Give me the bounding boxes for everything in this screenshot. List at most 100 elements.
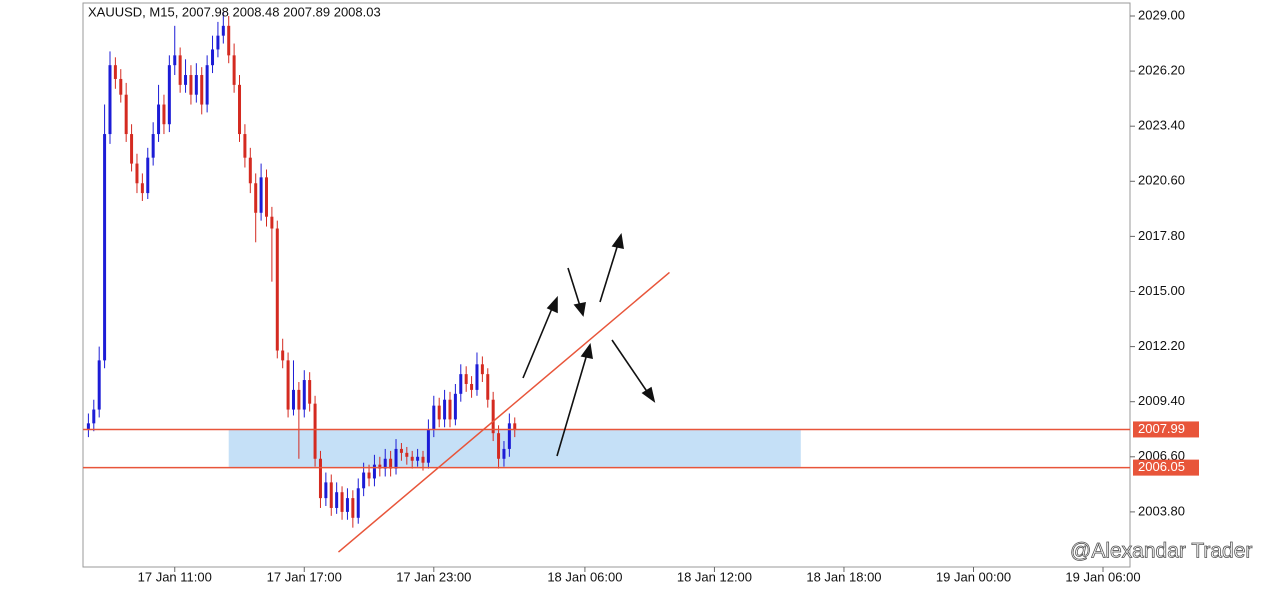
candle-body xyxy=(378,464,382,469)
candle-body xyxy=(108,65,112,135)
candle-body xyxy=(497,433,501,459)
candle-body xyxy=(146,157,150,194)
candle-body xyxy=(151,134,155,158)
candle-body xyxy=(259,177,263,213)
candle-body xyxy=(324,482,328,499)
candle-body xyxy=(103,134,107,361)
candle-body xyxy=(475,364,479,390)
candle-body xyxy=(405,452,409,457)
trendline xyxy=(337,271,670,553)
candle-body xyxy=(410,456,414,461)
x-tick-label: 17 Jan 11:00 xyxy=(138,569,212,584)
candle-body xyxy=(318,458,322,499)
candle-body xyxy=(394,448,398,469)
candle-body xyxy=(297,389,301,410)
candle-body xyxy=(97,360,101,410)
candle-body xyxy=(502,448,506,459)
x-tick-label: 18 Jan 06:00 xyxy=(547,569,622,584)
candle-body xyxy=(86,423,90,430)
candle-body xyxy=(491,399,495,434)
annotation-arrows xyxy=(522,232,656,457)
candle-body xyxy=(130,134,134,164)
candle-body xyxy=(421,456,425,463)
candle-body xyxy=(232,55,236,85)
candle-body xyxy=(291,389,295,410)
candle-body xyxy=(372,464,376,479)
candle-body xyxy=(367,472,371,479)
y-tick-label: 2012.20 xyxy=(1138,338,1185,353)
candle-body xyxy=(345,498,349,512)
candle-body xyxy=(216,35,220,50)
candle-body xyxy=(270,216,274,229)
candle-body xyxy=(513,423,517,430)
candle-body xyxy=(200,75,204,105)
candle-body xyxy=(124,94,128,135)
candle-body xyxy=(340,492,344,512)
candle-body xyxy=(432,405,436,430)
candle-body xyxy=(448,399,452,420)
candle-body xyxy=(507,423,511,449)
candle-body xyxy=(238,84,242,135)
candle-body xyxy=(178,55,182,85)
candle-body xyxy=(281,350,285,361)
candle-body xyxy=(464,374,468,384)
candle-body xyxy=(248,157,252,184)
x-tick-label: 19 Jan 00:00 xyxy=(936,569,1011,584)
candle-body xyxy=(275,228,279,351)
candle-body xyxy=(356,488,360,518)
candle-body xyxy=(243,134,247,158)
candle-body xyxy=(383,458,387,469)
chart-title: XAUUSD, M15, 2007.98 2008.48 2007.89 200… xyxy=(88,4,381,19)
candle-body xyxy=(351,498,355,518)
candle-body xyxy=(308,380,312,404)
y-tick-label: 2017.80 xyxy=(1138,228,1185,243)
candle-body xyxy=(167,65,171,125)
candle-body xyxy=(211,49,215,66)
candle-body xyxy=(459,374,463,394)
candle-body xyxy=(184,75,188,85)
candle-body xyxy=(157,104,161,135)
candle-body xyxy=(416,456,420,461)
watermark: @Alexandar Trader xyxy=(1070,540,1252,563)
candle-body xyxy=(113,65,117,79)
x-tick-label: 17 Jan 17:00 xyxy=(267,569,342,584)
price-tag-label: 2006.05 xyxy=(1138,459,1185,474)
candle-body xyxy=(389,458,393,469)
candle-body xyxy=(119,78,123,95)
candle-body xyxy=(173,55,177,66)
x-tick-label: 17 Jan 23:00 xyxy=(396,569,471,584)
candle-body xyxy=(329,482,333,508)
candle-body xyxy=(254,183,258,213)
y-tick-label: 2029.00 xyxy=(1138,7,1185,22)
candle-body xyxy=(227,25,231,56)
price-tag xyxy=(1133,459,1199,476)
plot-frame xyxy=(82,2,1131,568)
candle-body xyxy=(480,364,484,375)
candle-body xyxy=(399,448,403,453)
candle-body xyxy=(189,75,193,95)
y-tick-label: 2026.20 xyxy=(1138,63,1185,78)
y-tick-label: 2003.80 xyxy=(1138,503,1185,518)
candle-body xyxy=(437,405,441,420)
candle-body xyxy=(362,472,366,489)
x-tick-label: 18 Jan 18:00 xyxy=(806,569,881,584)
candle-body xyxy=(470,383,474,390)
candle-body xyxy=(443,399,447,420)
y-tick-label: 2009.40 xyxy=(1138,393,1185,408)
candle-body xyxy=(302,380,306,410)
candle-body xyxy=(205,65,209,105)
candle-body xyxy=(135,163,139,184)
candle-body xyxy=(313,403,317,459)
price-tag xyxy=(1133,421,1199,438)
y-tick-label: 2006.60 xyxy=(1138,448,1185,463)
y-tick-label: 2023.40 xyxy=(1138,118,1185,133)
price-tag-label: 2007.99 xyxy=(1138,421,1185,436)
candle-body xyxy=(335,492,339,508)
candle-body xyxy=(486,374,490,400)
candle-body xyxy=(221,25,225,36)
candle-body xyxy=(194,75,198,95)
candle-body xyxy=(92,409,96,424)
candle-body xyxy=(140,183,144,194)
candle-body xyxy=(453,393,457,420)
